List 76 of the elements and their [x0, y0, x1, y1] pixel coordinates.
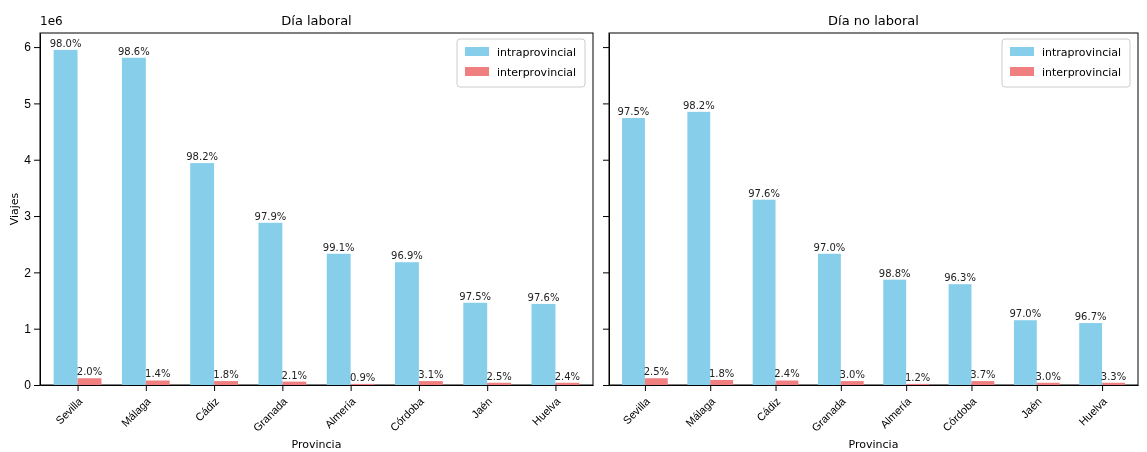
annotation: 1.4%	[145, 368, 171, 380]
bar	[1036, 382, 1060, 385]
bar	[258, 222, 283, 385]
y-tick-label: 0	[24, 378, 32, 393]
bar	[1079, 323, 1103, 385]
bar	[1102, 382, 1125, 385]
bar	[775, 380, 799, 385]
annotation: 2.5%	[486, 370, 512, 382]
bar	[1013, 320, 1037, 385]
y-tick-label: 6	[24, 40, 32, 55]
bar	[214, 381, 238, 385]
chart-title: Día no laboral	[828, 13, 919, 28]
y-tick-label: 3	[24, 209, 32, 224]
annotation: 98.2%	[186, 151, 219, 163]
bar	[817, 253, 841, 385]
bar	[948, 284, 972, 385]
annotation: 98.0%	[49, 37, 82, 49]
annotation: 97.5%	[459, 290, 492, 302]
bar	[463, 302, 488, 385]
annotation: 3.7%	[970, 369, 996, 381]
bar	[752, 199, 776, 385]
annotation: 2.1%	[281, 369, 308, 381]
bar	[531, 303, 556, 385]
annotation: 97.0%	[1009, 308, 1042, 320]
bar	[840, 381, 864, 385]
y-tick-label: 5	[24, 96, 32, 111]
annotation: 3.0%	[1035, 370, 1061, 382]
chart-title: Día laboral	[281, 13, 352, 28]
annotation: 98.8%	[878, 267, 911, 279]
annotation: 97.6%	[748, 187, 780, 199]
bar	[145, 380, 170, 385]
bar	[418, 381, 443, 385]
annotation: 96.9%	[391, 250, 423, 262]
annotation: 96.7%	[1074, 311, 1107, 323]
bar	[190, 163, 215, 385]
legend-label: intraprovincial	[1042, 46, 1122, 59]
annotation: 2.5%	[643, 366, 670, 378]
legend-label: intraprovincial	[497, 46, 577, 59]
annotation: 99.1%	[322, 241, 355, 253]
y-axis-title: Viajes	[8, 192, 21, 226]
annotation: 3.3%	[1100, 370, 1127, 382]
annotation: 0.9%	[349, 371, 376, 383]
annotation: 97.5%	[617, 106, 650, 118]
y-tick-label: 1	[24, 322, 32, 337]
legend-label: interprovincial	[1042, 66, 1122, 79]
annotation: 2.4%	[774, 368, 800, 380]
bar	[326, 253, 351, 385]
bar	[395, 262, 419, 385]
y-tick-label: 2	[24, 265, 32, 280]
text: 1e6	[40, 14, 63, 28]
annotation: 1.8%	[708, 367, 735, 379]
y-tick-label: 4	[24, 153, 32, 168]
x-axis-title: Provincia	[291, 438, 342, 451]
bar	[644, 378, 668, 385]
bar	[622, 118, 645, 385]
x-axis-title: Provincia	[848, 438, 899, 451]
annotation: 96.3%	[944, 272, 976, 284]
annotation: 98.2%	[682, 99, 715, 111]
bar	[53, 49, 78, 385]
annotation: 2.4%	[554, 370, 581, 382]
bar	[971, 381, 995, 385]
bar	[687, 111, 711, 385]
annotation: 3.0%	[839, 369, 865, 381]
bar	[883, 279, 907, 385]
annotation: 97.9%	[254, 210, 287, 222]
annotation: 97.0%	[813, 241, 846, 253]
annotation: 1.8%	[213, 369, 239, 381]
annotation: 98.6%	[117, 45, 150, 57]
annotation: 1.2%	[904, 371, 931, 383]
bar	[121, 57, 146, 385]
annotation: 3.1%	[418, 369, 444, 381]
bar	[710, 379, 734, 385]
bar	[77, 378, 102, 385]
annotation: 97.6%	[527, 291, 560, 303]
legend-label: interprovincial	[497, 66, 577, 79]
annotation: 2.0%	[76, 366, 103, 378]
